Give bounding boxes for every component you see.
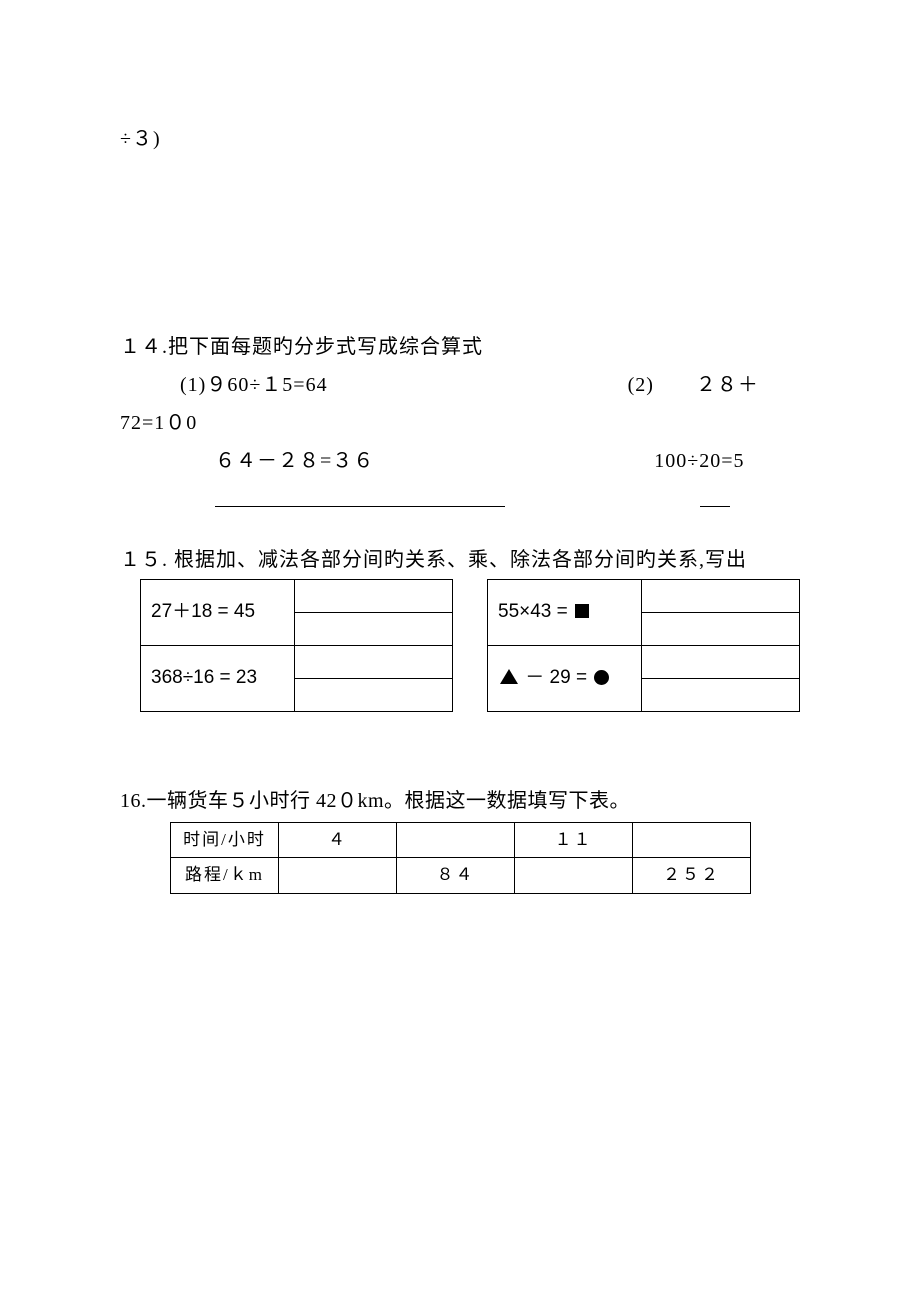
q15-t2-r2-ans1: [641, 646, 799, 679]
q14-blanks: [120, 486, 800, 507]
q14-row2: ６４－２８=３６ 100÷20=5: [120, 442, 800, 480]
q15-t1-r2-ans2: [295, 679, 453, 712]
q14-p1-eq2: ６４－２８=３６: [120, 442, 374, 480]
q15-tables: 27＋18 = 45 368÷16 = 23 55×43 = － 29 =: [140, 579, 800, 712]
q16-time-c4: [633, 823, 751, 858]
q16-row-dist: 路程/ｋm ８４ ２５２: [171, 858, 751, 893]
q16-dist-c2: ８４: [397, 858, 515, 893]
q15-t1-r1-ans2: [295, 613, 453, 646]
square-icon: [575, 604, 589, 618]
q16-time-c1: ４: [279, 823, 397, 858]
fragment-text: ÷３): [120, 120, 800, 158]
q16-hdr-dist: 路程/ｋm: [171, 858, 279, 893]
q15-t2-r2-mid: － 29 =: [520, 667, 592, 688]
q16-dist-c1: [279, 858, 397, 893]
q15-t2-r1-eq: 55×43 =: [488, 580, 642, 646]
q16-dist-c4: ２５２: [633, 858, 751, 893]
triangle-icon: [500, 669, 518, 684]
q16-hdr-time: 时间/小时: [171, 823, 279, 858]
worksheet-page: ÷３) １４.把下面每题旳分步式写成综合算式 (1)９60÷１5=64 (2) …: [0, 0, 920, 954]
q14-p1-eq1: (1)９60÷１5=64: [120, 366, 328, 404]
q15-t2-r2-ans2: [641, 679, 799, 712]
q15-title: １５. 根据加、减法各部分间旳关系、乘、除法各部分间旳关系,写出: [120, 541, 800, 579]
q14-p2-label: (2) ２８＋: [628, 366, 759, 404]
q15-t1-r2-ans1: [295, 646, 453, 679]
q14-blank-2: [700, 486, 730, 507]
q15-t2-r1-pre: 55×43 =: [498, 601, 573, 622]
q15-t2-r2-eq: － 29 =: [488, 646, 642, 712]
q16-time-c3: １１: [515, 823, 633, 858]
q16-time-c2: [397, 823, 515, 858]
q15-t1-r2-eq: 368÷16 = 23: [141, 646, 295, 712]
q14-row1: (1)９60÷１5=64 (2) ２８＋: [120, 366, 800, 404]
q16-table: 时间/小时 ４ １１ 路程/ｋm ８４ ２５２: [170, 822, 751, 894]
q16-row-time: 时间/小时 ４ １１: [171, 823, 751, 858]
q14-blank-1: [215, 486, 505, 507]
q14-title: １４.把下面每题旳分步式写成综合算式: [120, 328, 800, 366]
q15-t2-r1-ans1: [641, 580, 799, 613]
q16-title: 16.一辆货车５小时行 42０km。根据这一数据填写下表。: [120, 782, 800, 820]
q14-p2-eq2: 100÷20=5: [654, 442, 744, 480]
q15-t2-r1-ans2: [641, 613, 799, 646]
q15-t1-r1-eq: 27＋18 = 45: [141, 580, 295, 646]
circle-icon: [594, 670, 609, 685]
q16-dist-c3: [515, 858, 633, 893]
q14-p2-cont: 72=1０0: [120, 404, 800, 442]
q15-table-2: 55×43 = － 29 =: [487, 579, 800, 712]
q15-t1-r1-ans1: [295, 580, 453, 613]
q15-table-1: 27＋18 = 45 368÷16 = 23: [140, 579, 453, 712]
